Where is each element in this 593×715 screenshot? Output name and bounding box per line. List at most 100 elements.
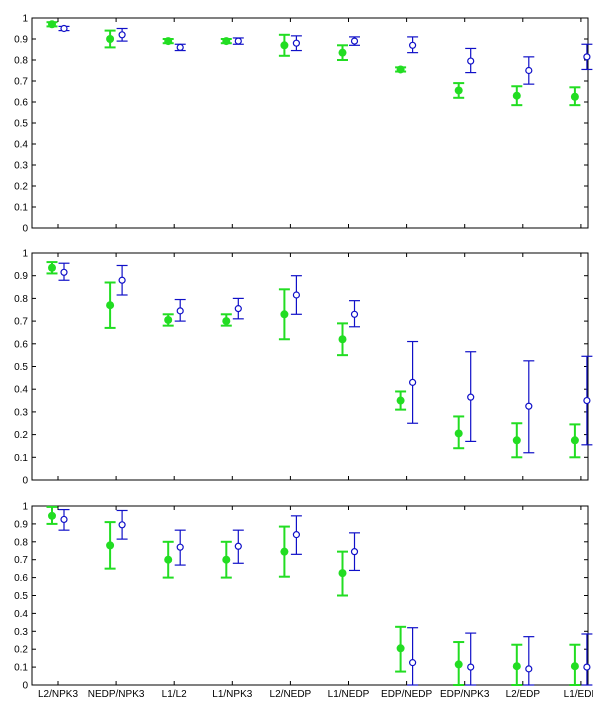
data-point (525, 402, 533, 410)
y-tick-label: 0.6 (14, 339, 28, 350)
y-tick-label: 0.6 (14, 98, 28, 109)
data-point (106, 541, 115, 550)
data-point (512, 91, 521, 100)
y-tick-label: 0 (22, 476, 28, 487)
data-point (106, 35, 115, 43)
data-point (454, 86, 463, 95)
data-point (118, 521, 126, 529)
data-point (570, 662, 579, 671)
y-tick-label: 0.7 (14, 317, 28, 328)
data-point (292, 531, 300, 539)
data-point (467, 57, 475, 65)
y-tick-label: 0.9 (14, 519, 28, 530)
x-tick-label: L2/NEDP (270, 689, 312, 700)
y-tick-label: 0.6 (14, 573, 28, 584)
data-point (234, 305, 242, 313)
data-point (512, 436, 521, 445)
x-tick-label: L1/L2 (162, 689, 187, 700)
data-point (583, 53, 591, 61)
x-tick-label: L2/EDP (506, 689, 541, 700)
y-tick-label: 1 (22, 502, 28, 513)
data-point (164, 555, 173, 564)
data-point (350, 37, 359, 45)
data-point (454, 660, 463, 669)
y-tick-label: 0.2 (14, 430, 28, 441)
data-point (292, 291, 300, 299)
axes-box (31, 505, 589, 686)
y-tick-label: 0.5 (14, 591, 28, 602)
y-tick-label: 0.9 (14, 271, 28, 282)
chart-panel-2: 0 0.1 0.2 0.3 0.4 0.5 0.6 0.7 0.8 0.9 1 (14, 249, 593, 487)
x-tick-label: L2/NPK3 (38, 689, 78, 700)
series-2 (58, 24, 593, 85)
y-tick-label: 0.7 (14, 555, 28, 566)
axes-box (31, 17, 589, 229)
x-tick-label: L1/NPK3 (212, 689, 252, 700)
x-tick-label: L1/NEDP (328, 689, 370, 700)
y-tick-label: 1 (22, 14, 28, 25)
data-point (409, 41, 417, 49)
data-point (164, 37, 173, 46)
data-point (118, 276, 126, 284)
data-point (222, 37, 231, 46)
y-tick-label: 0.9 (14, 35, 28, 46)
data-point (583, 663, 591, 671)
y-tick-label: 0.8 (14, 537, 28, 548)
data-point (396, 396, 405, 405)
data-point (570, 92, 579, 101)
y-tick-label: 0.2 (14, 645, 28, 656)
y-tick-label: 0.3 (14, 161, 28, 172)
axes-box (31, 252, 589, 481)
chart-panel-3: 0 0.1 0.2 0.3 0.4 0.5 0.6 0.7 0.8 0.9 1 L2/NPK3 NEDP… (14, 502, 593, 701)
data-point (48, 263, 56, 272)
data-point (467, 393, 475, 401)
series-2 (58, 262, 593, 454)
data-point (60, 24, 68, 33)
data-point (176, 307, 184, 315)
series-1 (46, 261, 581, 459)
data-point (338, 569, 347, 578)
data-point (176, 43, 184, 52)
data-point (48, 511, 56, 520)
y-tick-label: 0.4 (14, 609, 28, 620)
y-tick-label: 0.3 (14, 407, 28, 418)
y-tick-label: 0.2 (14, 182, 28, 193)
data-point (176, 543, 184, 551)
y-tick-label: 0.5 (14, 362, 28, 373)
data-point (338, 48, 347, 57)
series-1 (46, 505, 581, 686)
data-point (467, 663, 475, 671)
data-point (60, 268, 68, 276)
data-point (222, 555, 231, 564)
data-point (292, 39, 300, 47)
x-tick-label: NEDP/NPK3 (88, 689, 145, 700)
y-tick-label: 0.3 (14, 627, 28, 638)
series-1 (46, 20, 581, 107)
y-tick-label: 0.5 (14, 119, 28, 130)
data-point (338, 335, 347, 344)
data-point (409, 378, 417, 386)
data-point (234, 542, 242, 550)
data-point (48, 20, 56, 29)
chart-panel-1: 0 0.1 0.2 0.3 0.4 0.5 0.6 0.7 0.8 0.9 1 (14, 14, 593, 235)
y-tick-label: 0.1 (14, 203, 28, 214)
data-point (525, 665, 533, 673)
data-point (512, 662, 521, 671)
y-tick-label: 0.8 (14, 294, 28, 305)
data-point (280, 41, 289, 50)
data-point (164, 315, 173, 324)
data-point (222, 317, 231, 326)
x-tick-label: L1/EDP (564, 689, 593, 700)
y-tick-label: 0.7 (14, 77, 28, 88)
y-tick-label: 0.4 (14, 385, 28, 396)
data-point (409, 659, 417, 667)
data-point (583, 396, 591, 405)
data-point (570, 436, 579, 445)
y-tick-label: 0.8 (14, 56, 28, 67)
y-tick-label: 0 (22, 681, 28, 692)
data-point (280, 547, 289, 556)
data-point (525, 66, 533, 75)
data-point (280, 310, 289, 319)
data-point (234, 37, 242, 45)
